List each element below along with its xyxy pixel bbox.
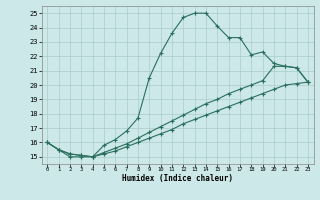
X-axis label: Humidex (Indice chaleur): Humidex (Indice chaleur): [122, 174, 233, 183]
